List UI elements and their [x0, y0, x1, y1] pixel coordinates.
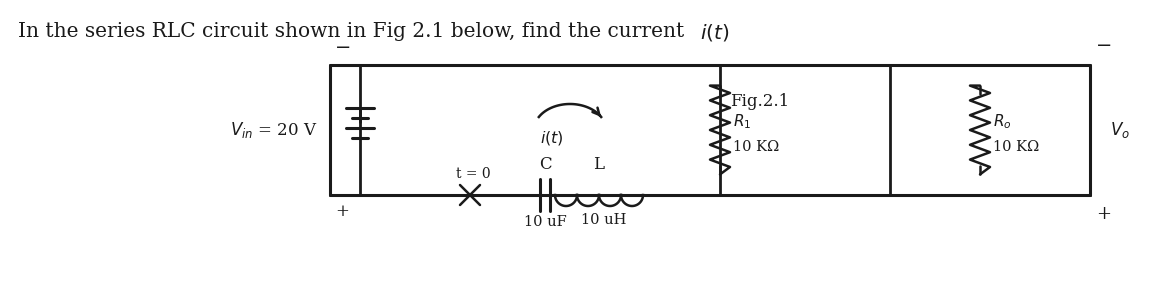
Text: −: − — [1096, 37, 1113, 55]
Text: In the series RLC circuit shown in Fig 2.1 below, find the current: In the series RLC circuit shown in Fig 2… — [18, 22, 690, 41]
Text: +: + — [1096, 205, 1111, 223]
Text: 10 uH: 10 uH — [581, 213, 627, 227]
Text: $i(t)$: $i(t)$ — [700, 22, 729, 43]
Text: $R_o$: $R_o$ — [993, 113, 1012, 131]
Text: $V_{in}$ = 20 V: $V_{in}$ = 20 V — [230, 120, 318, 140]
Text: 10 KΩ: 10 KΩ — [993, 140, 1039, 154]
Text: 10 KΩ: 10 KΩ — [732, 140, 779, 154]
Text: +: + — [335, 203, 349, 220]
Text: t = 0: t = 0 — [456, 167, 490, 181]
Text: Fig.2.1: Fig.2.1 — [730, 93, 790, 110]
Text: $i(t)$: $i(t)$ — [541, 129, 564, 147]
Text: $V_o$: $V_o$ — [1110, 120, 1130, 140]
Text: −: − — [335, 39, 351, 57]
Text: 10 uF: 10 uF — [524, 215, 566, 229]
Text: C: C — [538, 156, 551, 173]
Text: L: L — [593, 156, 605, 173]
Text: $R_1$: $R_1$ — [732, 113, 751, 131]
